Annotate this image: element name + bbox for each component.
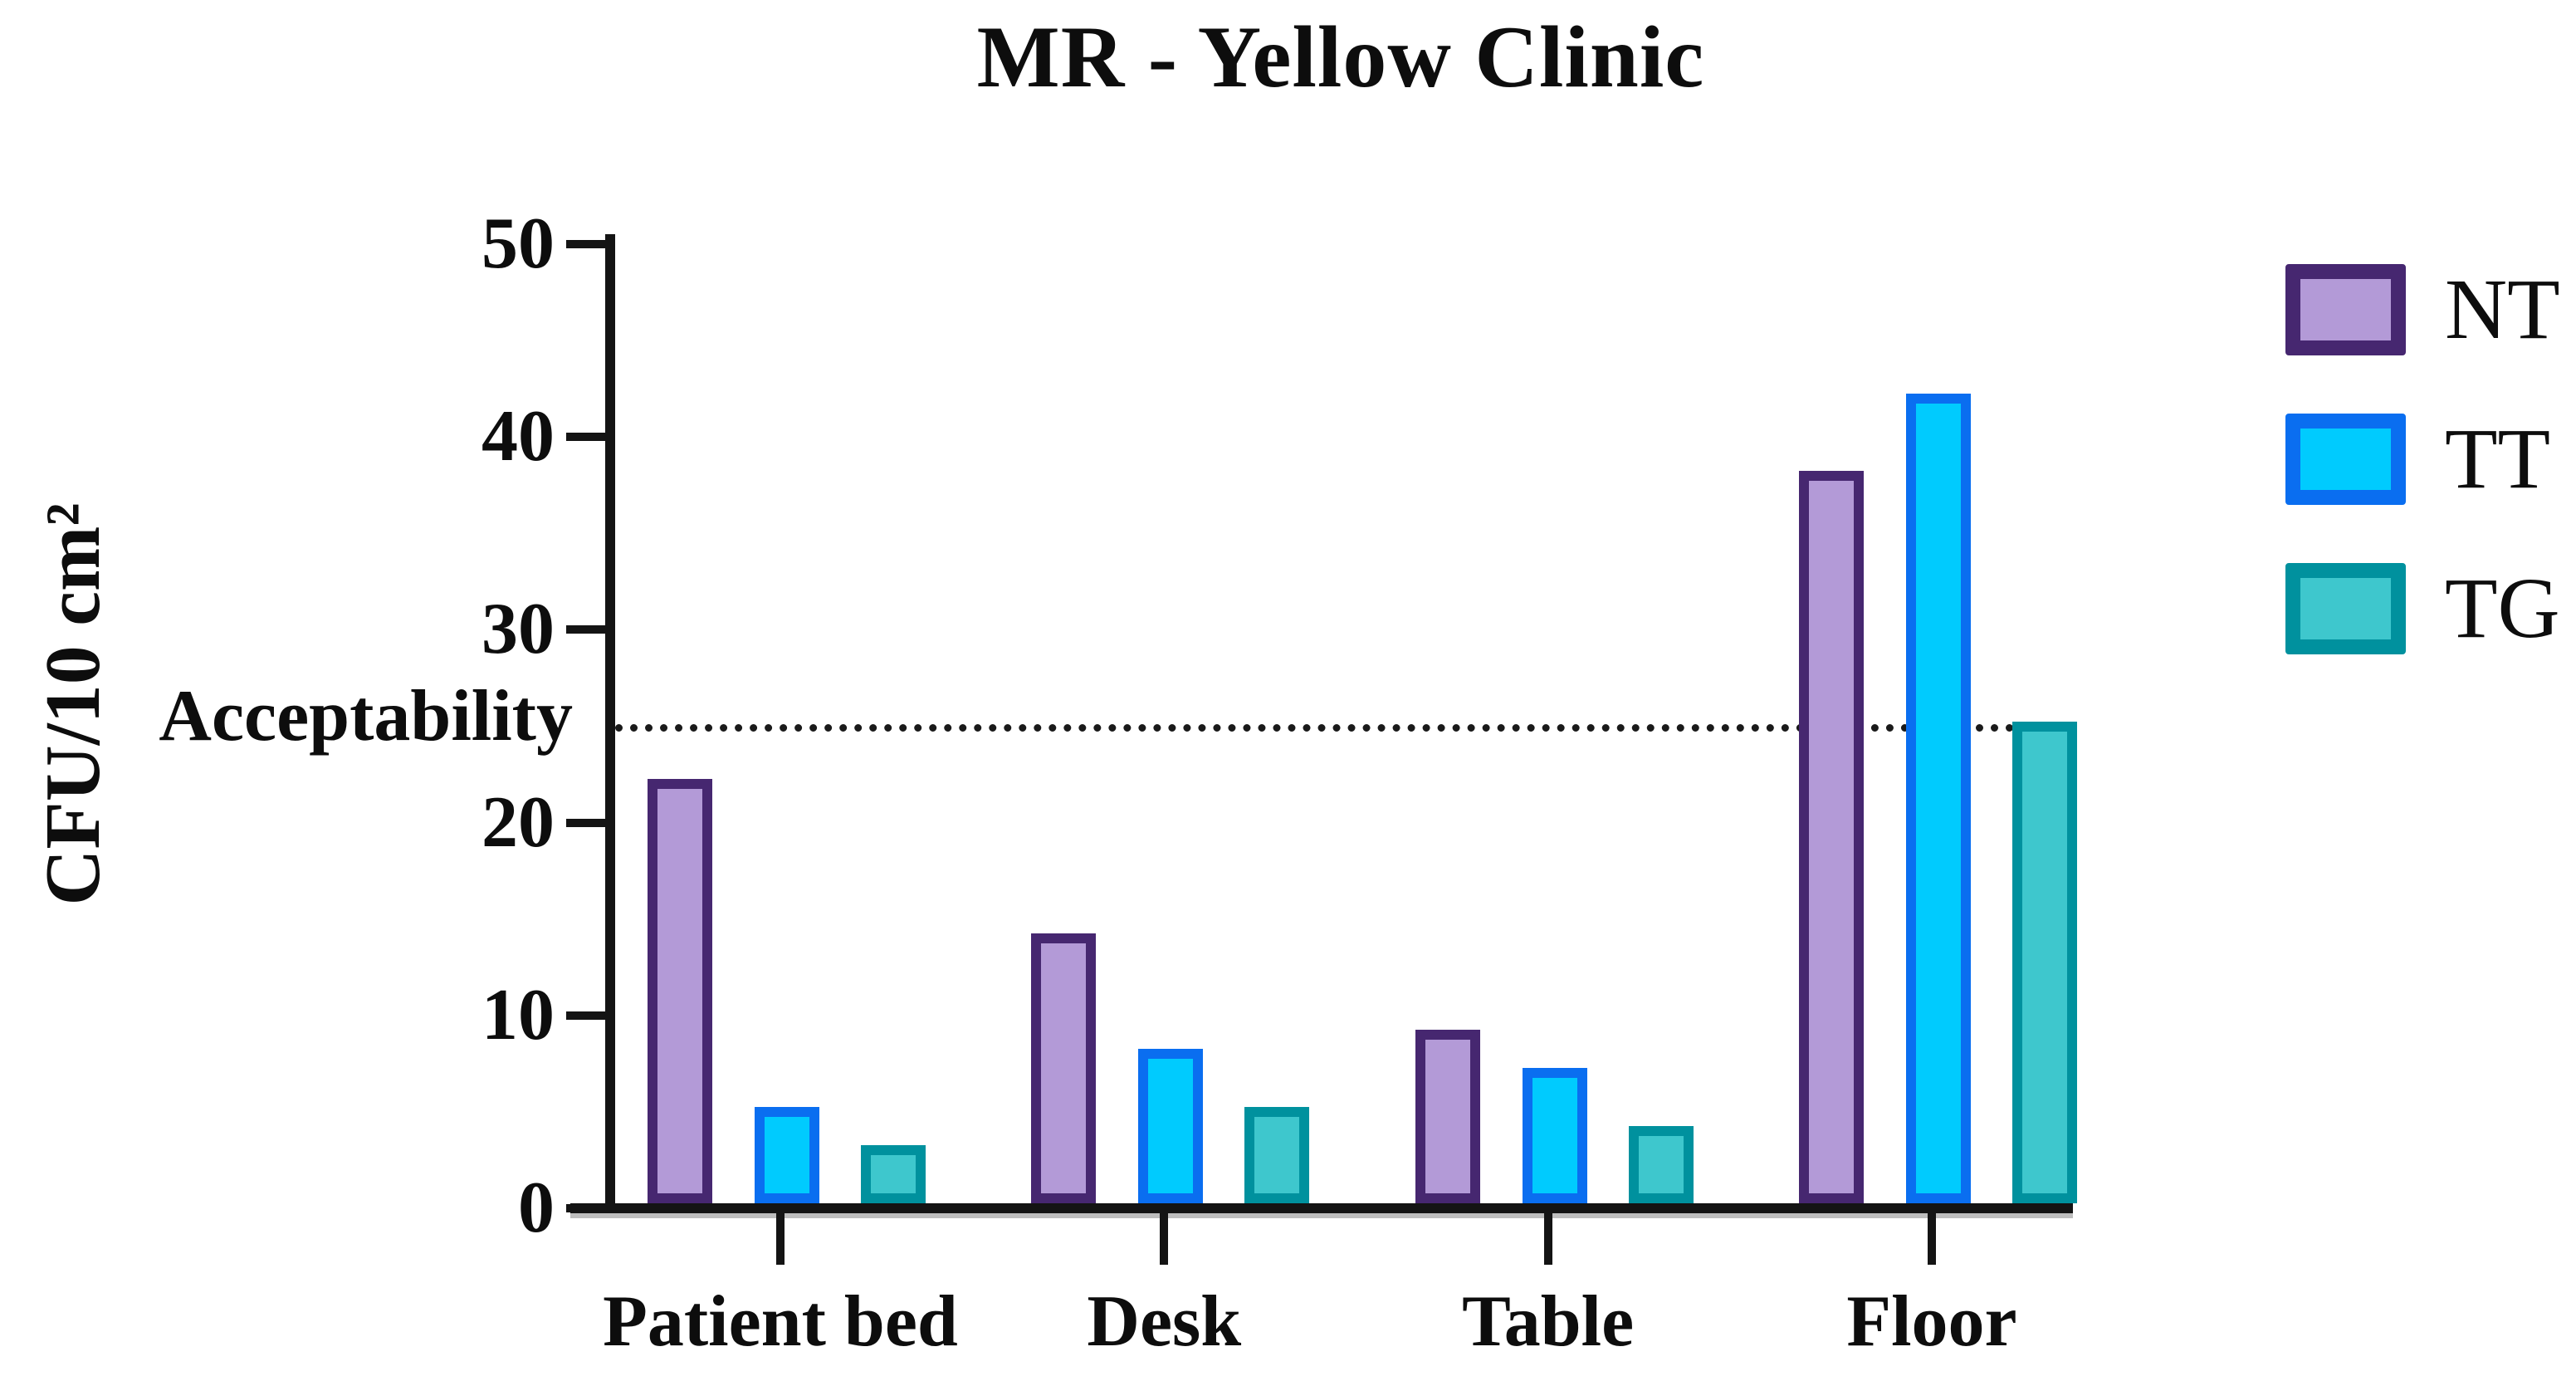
bar-TT-0 bbox=[755, 1106, 819, 1203]
bar-TG-3 bbox=[2011, 721, 2077, 1203]
y-tick-mark bbox=[566, 625, 610, 634]
x-tick-mark bbox=[776, 1213, 785, 1265]
x-tick-mark bbox=[1927, 1213, 1936, 1265]
y-tick-label: 0 bbox=[518, 1168, 555, 1248]
x-category-label: Table bbox=[1462, 1281, 1635, 1362]
y-tick-mark bbox=[566, 433, 610, 442]
acceptability-label: Acceptability bbox=[159, 676, 573, 757]
x-tick-mark bbox=[1160, 1213, 1169, 1265]
legend-swatch-NT bbox=[2285, 264, 2406, 355]
y-tick-label: 10 bbox=[481, 974, 555, 1055]
y-tick-label: 50 bbox=[481, 203, 555, 284]
bar-NT-3 bbox=[1798, 470, 1864, 1203]
x-axis-line bbox=[570, 1203, 2073, 1213]
y-tick-mark bbox=[566, 240, 610, 248]
chart-title: MR - Yellow Clinic bbox=[976, 8, 1705, 105]
legend-swatch-TT bbox=[2285, 414, 2406, 505]
legend-swatch-TG bbox=[2285, 563, 2406, 654]
x-category-label: Desk bbox=[1087, 1281, 1242, 1362]
legend-label-TT: TT bbox=[2445, 411, 2551, 507]
x-tick-mark bbox=[1543, 1213, 1552, 1265]
x-category-label: Floor bbox=[1846, 1281, 2017, 1362]
bar-TT-1 bbox=[1138, 1049, 1204, 1203]
y-tick-label: 40 bbox=[481, 396, 555, 477]
y-tick-mark bbox=[566, 818, 610, 827]
bar-TG-0 bbox=[861, 1145, 926, 1203]
y-axis-line bbox=[605, 234, 615, 1213]
legend-label-NT: NT bbox=[2445, 262, 2560, 357]
y-tick-label: 30 bbox=[481, 589, 555, 670]
bar-TG-2 bbox=[1628, 1126, 1694, 1203]
bar-TT-3 bbox=[1905, 393, 1971, 1203]
bar-NT-1 bbox=[1031, 933, 1097, 1203]
bar-NT-0 bbox=[648, 779, 712, 1203]
bar-TG-1 bbox=[1244, 1106, 1310, 1203]
bar-TT-2 bbox=[1522, 1068, 1587, 1203]
x-category-label: Patient bed bbox=[603, 1281, 958, 1362]
y-tick-mark bbox=[566, 1011, 610, 1020]
legend-label-TG: TG bbox=[2445, 561, 2560, 656]
acceptability-threshold-line bbox=[615, 724, 2059, 732]
y-tick-label: 20 bbox=[481, 781, 555, 863]
bar-NT-2 bbox=[1415, 1030, 1480, 1203]
